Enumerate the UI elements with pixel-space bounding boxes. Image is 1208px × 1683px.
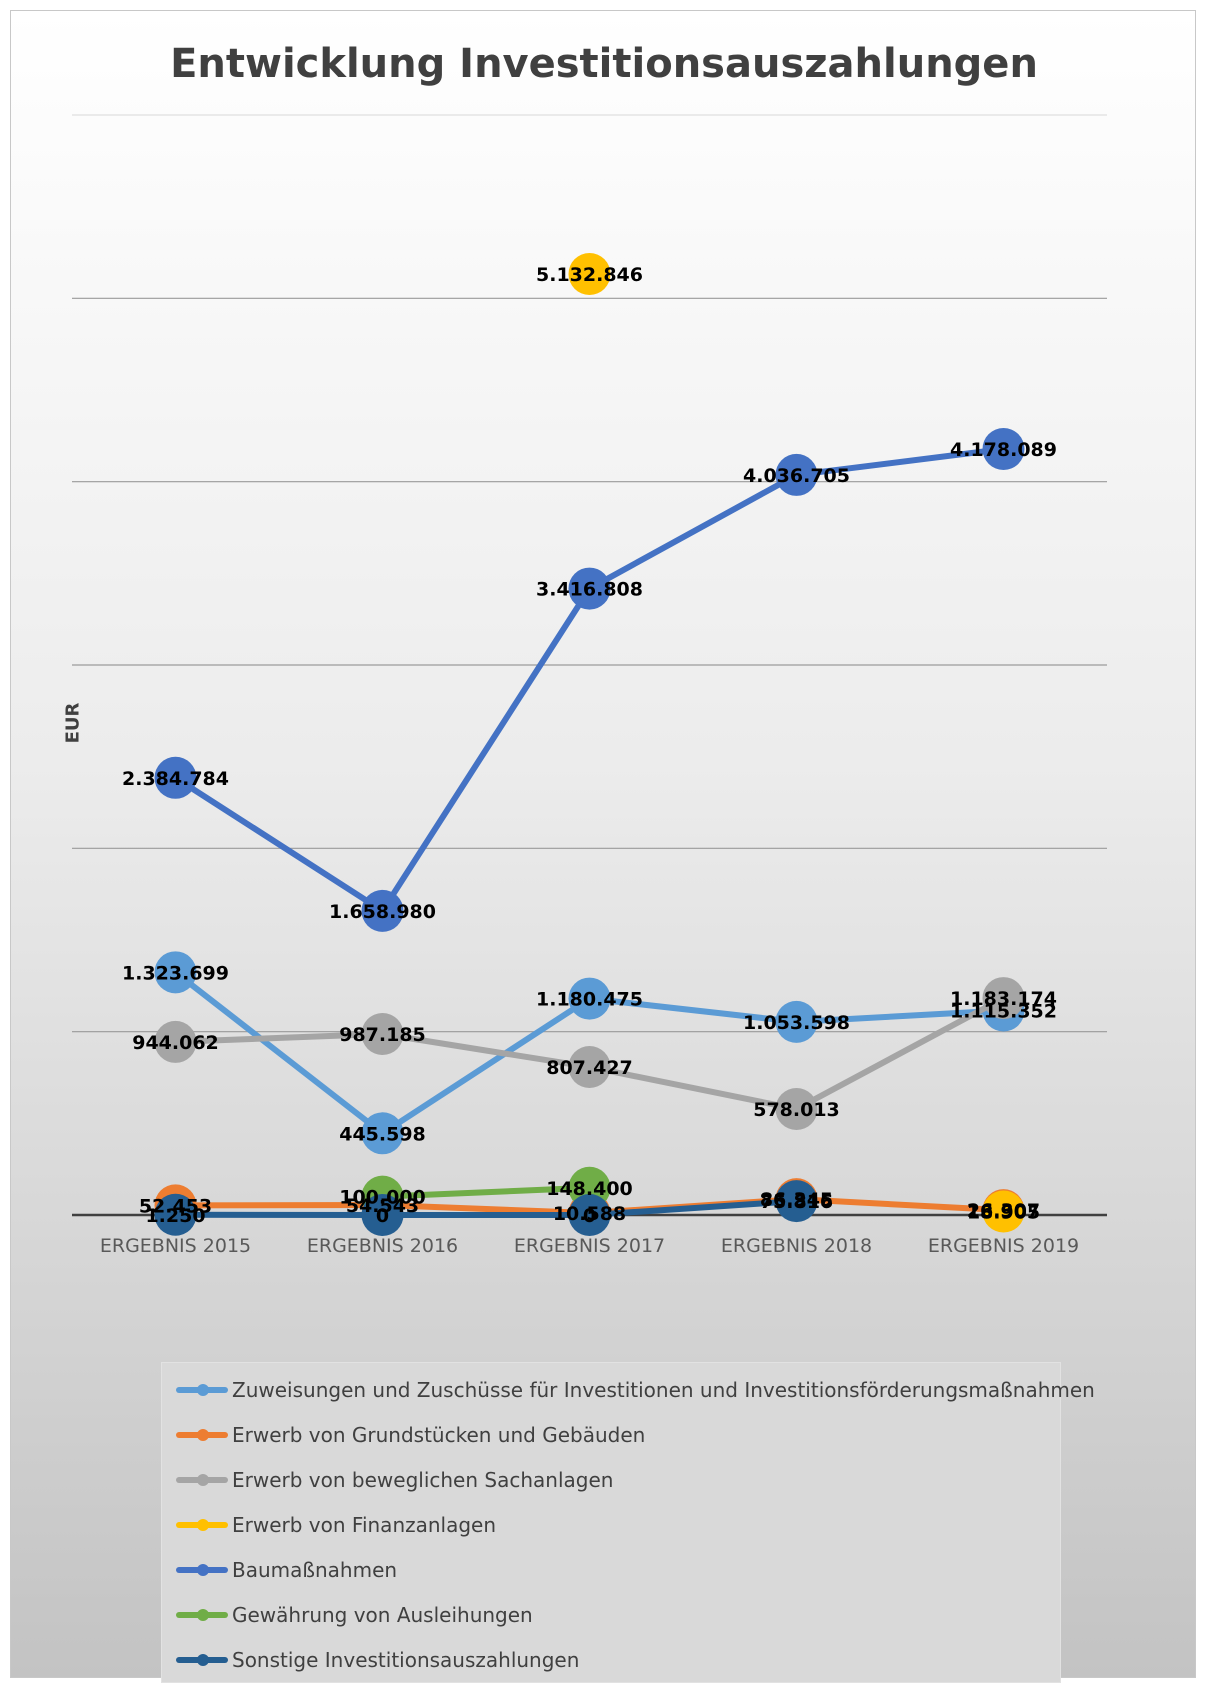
series-line — [590, 475, 797, 589]
legend-label: Baumaßnahmen — [232, 1558, 397, 1582]
legend-label: Erwerb von Grundstücken und Gebäuden — [232, 1423, 645, 1447]
legend-item: Baumaßnahmen — [162, 1547, 1060, 1592]
legend-swatch — [176, 1475, 228, 1485]
legend-label: Sonstige Investitionsauszahlungen — [232, 1648, 579, 1672]
legend-item: Erwerb von Finanzanlagen — [162, 1502, 1060, 1547]
data-label: 578.013 — [753, 1099, 840, 1121]
data-label: 807.427 — [546, 1057, 633, 1079]
x-tick-label: ERGEBNIS 2015 — [100, 1235, 251, 1257]
data-label: 0 — [376, 1205, 389, 1227]
data-label: 0 — [583, 1205, 596, 1227]
x-tick-label: ERGEBNIS 2019 — [928, 1235, 1079, 1257]
legend-label: Zuweisungen und Zuschüsse für Investitio… — [232, 1378, 1095, 1402]
data-label: 4.036.705 — [743, 465, 850, 487]
legend-label: Gewährung von Ausleihungen — [232, 1603, 533, 1627]
legend-item: Erwerb von Grundstücken und Gebäuden — [162, 1412, 1060, 1457]
data-label: 3.416.808 — [536, 579, 643, 601]
legend-label: Erwerb von beweglichen Sachanlagen — [232, 1468, 613, 1492]
data-label: 2.384.784 — [122, 768, 229, 790]
data-label: 4.178.089 — [950, 439, 1057, 461]
series-line — [176, 778, 383, 911]
data-label: 987.185 — [339, 1024, 426, 1046]
data-label: 1.180.475 — [536, 989, 643, 1011]
data-label: 944.062 — [132, 1032, 219, 1054]
legend-swatch — [176, 1430, 228, 1440]
legend-item: Zuweisungen und Zuschüsse für Investitio… — [162, 1367, 1060, 1412]
data-label: 5.132.846 — [536, 264, 643, 286]
data-label: 1.250 — [145, 1205, 205, 1227]
legend-item: Gewährung von Ausleihungen — [162, 1592, 1060, 1637]
legend-swatch — [176, 1655, 228, 1665]
x-tick-label: ERGEBNIS 2017 — [514, 1235, 665, 1257]
series-line — [383, 589, 590, 911]
data-label: 1.323.699 — [122, 962, 229, 984]
legend-item: Erwerb von beweglichen Sachanlagen — [162, 1457, 1060, 1502]
legend-label: Erwerb von Finanzanlagen — [232, 1513, 496, 1537]
data-label: 1.053.598 — [743, 1012, 850, 1034]
data-label: 1.183.174 — [950, 988, 1057, 1010]
legend-item: Sonstige Investitionsauszahlungen — [162, 1637, 1060, 1682]
legend-swatch — [176, 1610, 228, 1620]
chart-frame: Entwicklung Investitionsauszahlungen EUR… — [10, 10, 1196, 1678]
x-tick-label: ERGEBNIS 2018 — [721, 1235, 872, 1257]
data-label: 445.598 — [339, 1123, 426, 1145]
legend-swatch — [176, 1565, 228, 1575]
legend: Zuweisungen und Zuschüsse für Investitio… — [161, 1362, 1061, 1683]
legend-swatch — [176, 1520, 228, 1530]
legend-swatch — [176, 1385, 228, 1395]
data-label: 148.400 — [546, 1178, 633, 1200]
plot-area: ERGEBNIS 2015 ERGEBNIS 2016 ERGEBNIS 2017 E… — [11, 11, 1197, 1351]
data-label: 18.905 — [967, 1202, 1040, 1224]
data-label: 75.816 — [760, 1191, 833, 1213]
x-tick-label: ERGEBNIS 2016 — [307, 1235, 458, 1257]
data-label: 1.658.980 — [329, 901, 436, 923]
